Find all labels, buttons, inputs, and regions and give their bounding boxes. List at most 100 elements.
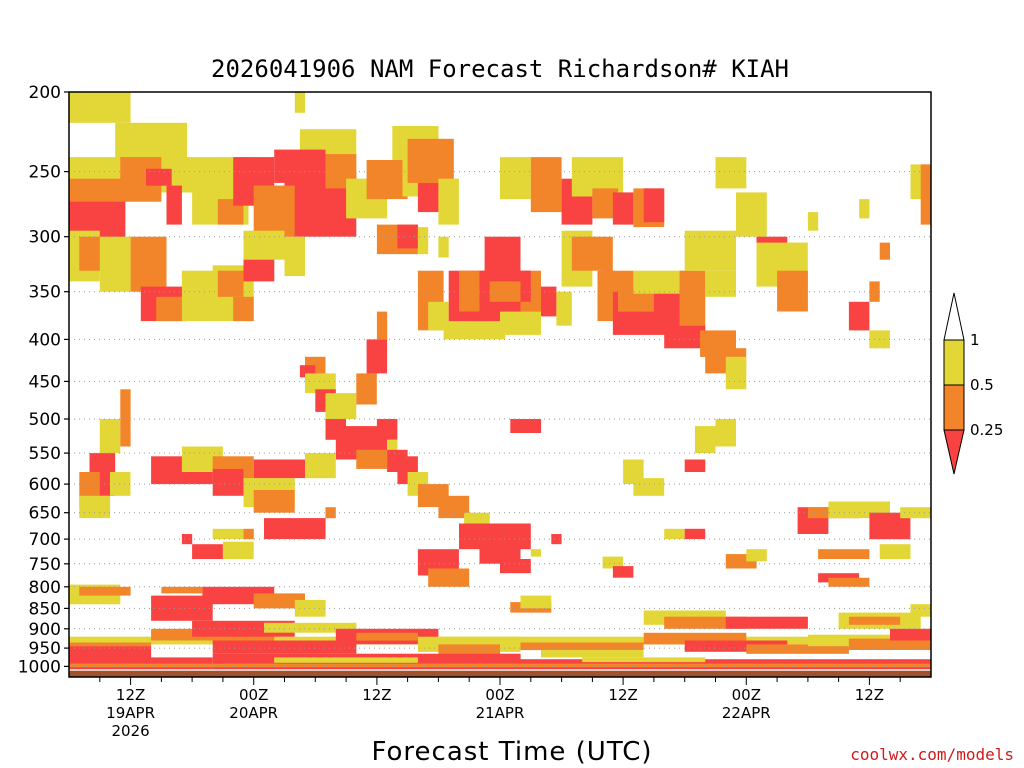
ri-cell-low <box>541 286 557 317</box>
x-tick-label: 00Z <box>239 686 268 704</box>
ri-cell-low <box>500 559 531 574</box>
ri-cell-mid <box>428 568 470 587</box>
ground-surface <box>69 670 931 677</box>
y-tick-label-1000: 1000 <box>18 657 61 677</box>
ri-cell-high <box>243 230 285 260</box>
ri-cell-high <box>715 157 747 189</box>
ri-cell-high <box>274 657 418 663</box>
ri-cell-mid <box>438 495 470 519</box>
x-tick-label: 19APR <box>106 704 155 722</box>
ri-cell-high <box>110 472 131 496</box>
ri-cell-high <box>715 419 736 447</box>
y-tick-label-700: 700 <box>29 530 61 550</box>
y-tick-label-550: 550 <box>29 444 61 464</box>
ri-cell-low <box>695 459 706 472</box>
ri-cell-low <box>725 616 808 629</box>
chart-title: 2026041906 NAM Forecast Richardson# KIAH <box>211 55 789 83</box>
ri-cell-high <box>443 321 506 340</box>
y-tick-label-450: 450 <box>29 372 61 392</box>
y-tick-label-200: 200 <box>29 83 61 103</box>
ri-cell-mid <box>253 593 305 609</box>
ri-cell-mid <box>520 642 644 651</box>
ri-cell-mid <box>79 586 131 596</box>
ri-cell-low <box>848 301 870 331</box>
ri-cell-high <box>212 528 244 540</box>
ri-cell-mid <box>828 577 870 587</box>
legend-label-0.5: 0.5 <box>970 376 994 394</box>
ri-cell-low <box>166 185 182 225</box>
y-tick-label-900: 900 <box>29 620 61 640</box>
ri-cell-low <box>484 236 521 282</box>
y-tick-label-750: 750 <box>29 555 61 575</box>
y-tick-label-350: 350 <box>29 283 61 303</box>
ri-cell-mid <box>366 160 408 200</box>
ri-cell-low <box>181 534 193 545</box>
ri-cell-low <box>520 270 531 302</box>
ri-cell-high <box>438 236 449 258</box>
ri-cell-high <box>305 453 336 479</box>
ri-cell-high <box>305 373 336 394</box>
ri-cell-low <box>684 528 706 540</box>
ri-cell-high <box>294 599 326 617</box>
y-tick-label-650: 650 <box>29 504 61 524</box>
ri-cell-low <box>212 640 357 654</box>
ri-cell-high <box>705 270 736 297</box>
ri-cell-mid <box>777 270 808 312</box>
y-tick-label-300: 300 <box>29 228 61 248</box>
legend-swatch-low <box>943 429 965 475</box>
ri-cell-high <box>69 92 131 123</box>
ri-cell-low <box>510 419 542 433</box>
ri-cell-mid <box>530 157 562 213</box>
ri-cell-mid <box>161 586 203 594</box>
ri-cell-low <box>612 192 634 225</box>
x-tick-label: 21APR <box>476 704 525 722</box>
x-tick-label: 00Z <box>485 686 514 704</box>
x-tick-label: 12Z <box>855 686 884 704</box>
legend-swatch-high <box>943 339 965 386</box>
ri-cell-low <box>684 459 695 472</box>
ri-cell-mid <box>69 178 162 202</box>
ri-cell-mid <box>407 138 454 183</box>
ri-cell-mid <box>217 270 244 297</box>
ri-cell-high <box>859 199 870 219</box>
ri-cell-mid <box>643 632 747 645</box>
ri-cell-low <box>551 534 562 545</box>
ri-cell-high <box>438 178 459 225</box>
ri-cell-mid <box>746 644 849 654</box>
ri-cell-high <box>222 541 254 559</box>
x-tick-label: 20APR <box>229 704 278 722</box>
ri-cell-mid <box>69 663 931 668</box>
ri-cell-low <box>243 257 275 282</box>
ri-cell-high <box>500 311 541 335</box>
y-tick-label-600: 600 <box>29 475 61 495</box>
ri-cell-high <box>633 478 665 496</box>
ri-cell-low <box>146 168 172 186</box>
legend-label-0.25: 0.25 <box>970 421 1003 439</box>
x-tick-label: 12Z <box>362 686 391 704</box>
ri-cell-high <box>736 192 767 237</box>
ri-cell-high <box>746 549 767 562</box>
ri-cell-high <box>284 236 305 277</box>
ri-cell-mid <box>438 644 500 656</box>
ri-cell-mid <box>233 296 254 322</box>
ri-cell-mid <box>253 490 295 513</box>
credit-text: coolwx.com/models <box>850 745 1014 764</box>
x-tick-label: 00Z <box>732 686 761 704</box>
ri-cell-mid <box>325 507 336 519</box>
richardson-cells-layer <box>69 92 931 670</box>
ri-cell-high <box>807 212 819 231</box>
ri-cell-mid <box>130 236 167 292</box>
y-axis: 200 250 300 350 400 450 500 550 600 650 700 750 8008… <box>18 83 69 677</box>
ground-layer <box>69 670 931 677</box>
x-tick-label: 12Z <box>116 686 145 704</box>
y-tick-label-950: 950 <box>29 639 61 659</box>
ri-cell-low <box>192 544 223 559</box>
ri-cell-low <box>890 628 931 641</box>
ri-cell-mid <box>848 616 901 625</box>
ri-cell-mid <box>879 242 890 260</box>
ri-cell-mid <box>156 296 187 322</box>
x-tick-label: 2026 <box>112 722 150 740</box>
ri-cell-high <box>879 544 911 559</box>
